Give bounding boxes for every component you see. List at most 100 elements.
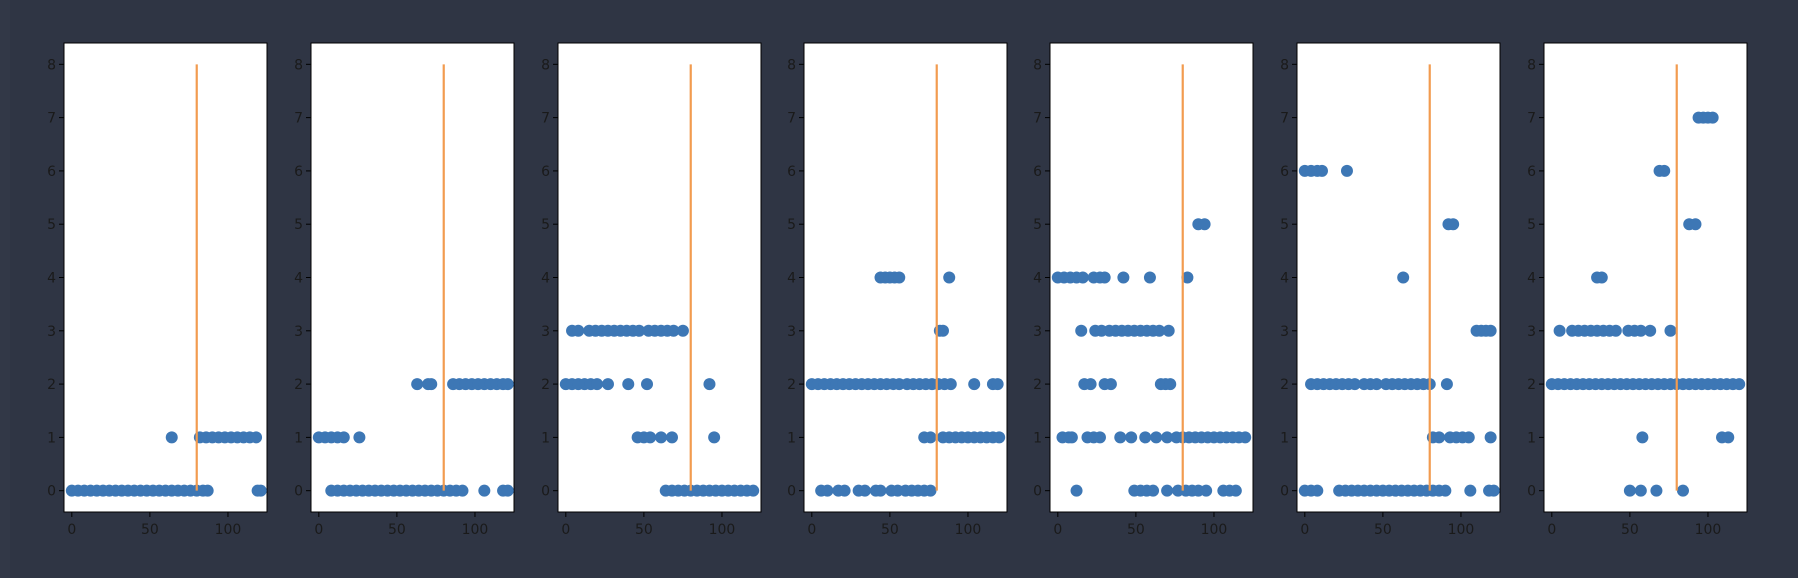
panel-4-point-60 [924, 484, 937, 497]
panel-3-ytick-label-6: 6 [541, 164, 550, 180]
panel-3-ytick-label-2: 2 [541, 377, 550, 393]
panel-4-ytick-label-7: 7 [787, 111, 796, 127]
panel-7-point-22 [1644, 324, 1657, 337]
panel-3-point-6 [601, 378, 614, 391]
panel-4-ytick-label-5: 5 [787, 217, 796, 233]
panel-1-point-22 [201, 484, 214, 497]
panel-4-point-49 [838, 484, 851, 497]
panel-5-ytick-label-3: 3 [1033, 324, 1042, 340]
panel-5-point-27 [1084, 378, 1097, 391]
panel-7-point-21 [1634, 324, 1647, 337]
panel-6-point-15 [1348, 378, 1361, 391]
panel-4-xtick-label-100: 100 [955, 522, 982, 538]
panel-1-ytick-label-3: 3 [47, 324, 56, 340]
panel-5-point-24 [1153, 324, 1166, 337]
panel-7-point-23 [1664, 324, 1677, 337]
panel-2-xtick-label-0: 0 [314, 522, 323, 538]
panel-4-point-47 [821, 484, 834, 497]
panel-4-ytick-label-0: 0 [787, 484, 796, 500]
panel-5-point-60 [1147, 484, 1160, 497]
panel-7-point-59 [1634, 484, 1647, 497]
panel-1-point-23 [165, 431, 178, 444]
panel-6-xtick-label-100: 100 [1448, 522, 1475, 538]
panel-3-ytick-label-0: 0 [541, 484, 550, 500]
panel-2-point-31 [411, 378, 424, 391]
panel-2-ytick-label-5: 5 [294, 217, 303, 233]
panel-5-point-43 [1161, 431, 1174, 444]
panel-6-point-27 [1440, 378, 1453, 391]
panel-3-point-11 [572, 324, 585, 337]
panel-2-xtick-label-50: 50 [388, 522, 406, 538]
panel-6-xtick-label-0: 0 [1300, 522, 1309, 538]
panel-4-xtick-label-50: 50 [881, 522, 899, 538]
panel-7-point-61 [1676, 484, 1689, 497]
panel-3-point-9 [703, 378, 716, 391]
panel-6-ytick-label-8: 8 [1280, 57, 1289, 73]
panel-3-ytick-label-5: 5 [541, 217, 550, 233]
panel-4-ytick-label-2: 2 [787, 377, 796, 393]
panel-7-point-10 [1553, 324, 1566, 337]
panel-4-point-51 [858, 484, 871, 497]
panel-2-ytick-label-0: 0 [294, 484, 303, 500]
panel-5-xtick-label-50: 50 [1127, 522, 1145, 538]
panel-6-point-31 [1484, 324, 1497, 337]
panel-1-xtick-label-100: 100 [215, 522, 242, 538]
panel-6-point-5 [1397, 271, 1410, 284]
panel-5-point-7 [1098, 271, 1111, 284]
panel-3-point-29 [644, 431, 657, 444]
panel-1-xtick-label-0: 0 [67, 522, 76, 538]
panel-7-ytick-label-2: 2 [1527, 377, 1536, 393]
panel-5-point-25 [1162, 324, 1175, 337]
panel-7-ytick-label-5: 5 [1527, 217, 1536, 233]
panel-6-ytick-label-2: 2 [1280, 377, 1289, 393]
panel-1-ytick-label-7: 7 [47, 111, 56, 127]
panel-7-xtick-label-100: 100 [1695, 522, 1722, 538]
panel-7-point-7 [1689, 218, 1702, 231]
panel-5-point-9 [1143, 271, 1156, 284]
panel-4-point-31 [943, 271, 956, 284]
panel-7-ytick-label-8: 8 [1527, 57, 1536, 73]
panel-5-point-32 [1164, 378, 1177, 391]
panel-6-point-18 [1370, 378, 1383, 391]
panel-1-ytick-label-2: 2 [47, 377, 56, 393]
panel-2-point-5 [353, 431, 366, 444]
panel-5-point-12 [1198, 218, 1211, 231]
panel-2-ytick-label-6: 6 [294, 164, 303, 180]
panel-7-point-60 [1650, 484, 1663, 497]
panel-5-point-29 [1104, 378, 1117, 391]
panel-6-xtick-label-50: 50 [1374, 522, 1392, 538]
panel-4-ytick-label-1: 1 [787, 430, 796, 446]
panel-6-point-59 [1439, 484, 1452, 497]
panel-5-point-61 [1161, 484, 1174, 497]
panel-6-point-60 [1464, 484, 1477, 497]
panel-3-point-20 [633, 324, 646, 337]
panel-6-point-41 [1311, 484, 1324, 497]
panel-7-point-58 [1623, 484, 1636, 497]
panel-2-point-4 [337, 431, 350, 444]
panel-6-ytick-label-7: 7 [1280, 111, 1289, 127]
panel-2-ytick-label-7: 7 [294, 111, 303, 127]
panel-3-xtick-label-100: 100 [709, 522, 736, 538]
panel-6-ytick-label-1: 1 [1280, 430, 1289, 446]
panel-5-point-42 [1150, 431, 1163, 444]
panel-5-point-38 [1093, 431, 1106, 444]
panel-3-ytick-label-1: 1 [541, 430, 550, 446]
panel-4-point-25 [991, 378, 1004, 391]
panel-5-xtick-label-0: 0 [1053, 522, 1062, 538]
panel-7-ytick-label-7: 7 [1527, 111, 1536, 127]
panel-7-point-9 [1595, 271, 1608, 284]
panel-2-point-43 [501, 378, 514, 391]
panel-3-ytick-label-4: 4 [541, 271, 550, 287]
panel-5-xtick-label-100: 100 [1201, 522, 1228, 538]
panel-5-point-10 [1181, 271, 1194, 284]
panel-7-ytick-label-6: 6 [1527, 164, 1536, 180]
panel-5-point-13 [1075, 324, 1088, 337]
panel-6-ytick-label-5: 5 [1280, 217, 1289, 233]
panel-4-point-53 [874, 484, 887, 497]
panel-3-xtick-label-50: 50 [635, 522, 653, 538]
panel-5-ytick-label-8: 8 [1033, 57, 1042, 73]
panel-7-point-57 [1722, 431, 1735, 444]
panel-7-ytick-label-0: 0 [1527, 484, 1536, 500]
panel-3-point-47 [747, 484, 760, 497]
